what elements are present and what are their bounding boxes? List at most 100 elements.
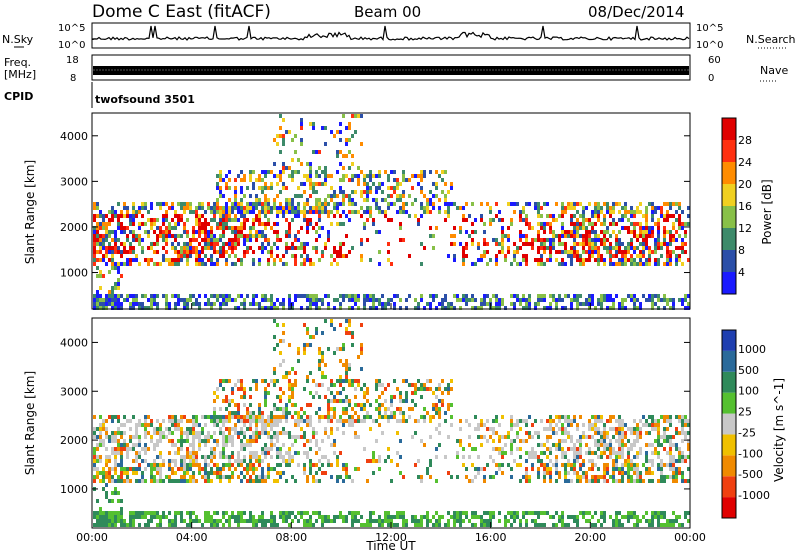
heatmap-cell — [522, 475, 525, 479]
heatmap-cell — [246, 411, 249, 415]
heatmap-cell — [669, 230, 672, 234]
heatmap-cell — [108, 479, 111, 483]
heatmap-cell — [282, 431, 285, 435]
heatmap-cell — [195, 435, 198, 439]
heatmap-cell — [411, 383, 414, 387]
heatmap-cell — [213, 423, 216, 427]
heatmap-cell — [570, 262, 573, 266]
heatmap-cell — [114, 210, 117, 214]
heatmap-cell — [303, 202, 306, 206]
heatmap-cell — [180, 258, 183, 262]
heatmap-cell — [318, 459, 321, 463]
heatmap-cell — [375, 519, 378, 523]
heatmap-cell — [285, 166, 288, 170]
heatmap-cell — [237, 407, 240, 411]
heatmap-cell — [327, 459, 330, 463]
heatmap-cell — [447, 306, 450, 310]
heatmap-cell — [411, 519, 414, 523]
heatmap-cell — [261, 423, 264, 427]
heatmap-cell — [537, 202, 540, 206]
heatmap-cell — [438, 423, 441, 427]
heatmap-cell — [219, 427, 222, 431]
heatmap-cell — [270, 523, 273, 527]
heatmap-cell — [663, 479, 666, 483]
heatmap-cell — [174, 246, 177, 250]
heatmap-cell — [225, 226, 228, 230]
heatmap-cell — [99, 234, 102, 238]
heatmap-cell — [318, 467, 321, 471]
heatmap-cell — [501, 234, 504, 238]
heatmap-cell — [642, 214, 645, 218]
heatmap-cell — [195, 415, 198, 419]
heatmap-cell — [246, 467, 249, 471]
heatmap-cell — [111, 254, 114, 258]
heatmap-cell — [156, 467, 159, 471]
heatmap-cell — [501, 447, 504, 451]
heatmap-cell — [198, 423, 201, 427]
heatmap-cell — [258, 218, 261, 222]
heatmap-cell — [111, 250, 114, 254]
heatmap-cell — [666, 254, 669, 258]
heatmap-cell — [147, 246, 150, 250]
heatmap-cell — [513, 202, 516, 206]
heatmap-cell — [117, 270, 120, 274]
heatmap-cell — [360, 515, 363, 519]
heatmap-cell — [591, 459, 594, 463]
heatmap-cell — [210, 471, 213, 475]
heatmap-cell — [99, 459, 102, 463]
heatmap-cell — [453, 254, 456, 258]
heatmap-cell — [105, 495, 108, 499]
heatmap-cell — [345, 214, 348, 218]
heatmap-cell — [609, 258, 612, 262]
heatmap-cell — [162, 435, 165, 439]
heatmap-cell — [294, 379, 297, 383]
heatmap-cell — [93, 479, 96, 483]
heatmap-cell — [573, 459, 576, 463]
heatmap-cell — [567, 250, 570, 254]
heatmap-cell — [291, 246, 294, 250]
heatmap-cell — [495, 214, 498, 218]
heatmap-cell — [489, 222, 492, 226]
heatmap-cell — [339, 150, 342, 154]
heatmap-cell — [177, 427, 180, 431]
heatmap-cell — [285, 262, 288, 266]
heatmap-cell — [312, 126, 315, 130]
heatmap-cell — [432, 206, 435, 210]
heatmap-cell — [99, 250, 102, 254]
heatmap-cell — [156, 226, 159, 230]
heatmap-cell — [357, 355, 360, 359]
heatmap-cell — [660, 459, 663, 463]
heatmap-cell — [336, 479, 339, 483]
heatmap-cell — [579, 467, 582, 471]
heatmap-cell — [507, 463, 510, 467]
heatmap-cell — [678, 254, 681, 258]
heatmap-cell — [144, 202, 147, 206]
heatmap-cell — [648, 254, 651, 258]
heatmap-cell — [420, 523, 423, 527]
heatmap-cell — [438, 431, 441, 435]
heatmap-cell — [522, 515, 525, 519]
heatmap-cell — [309, 415, 312, 419]
heatmap-cell — [669, 206, 672, 210]
heatmap-cell — [525, 234, 528, 238]
heatmap-cell — [615, 479, 618, 483]
heatmap-cell — [198, 202, 201, 206]
heatmap-cell — [213, 451, 216, 455]
heatmap-cell — [669, 523, 672, 527]
heatmap-cell — [537, 471, 540, 475]
heatmap-cell — [345, 371, 348, 375]
heatmap-cell — [105, 302, 108, 306]
heatmap-cell — [573, 202, 576, 206]
heatmap-cell — [288, 463, 291, 467]
heatmap-cell — [561, 439, 564, 443]
heatmap-cell — [315, 391, 318, 395]
heatmap-cell — [567, 419, 570, 423]
heatmap-cell — [270, 226, 273, 230]
heatmap-cell — [198, 230, 201, 234]
heatmap-cell — [297, 214, 300, 218]
heatmap-cell — [459, 519, 462, 523]
heatmap-cell — [603, 467, 606, 471]
heatmap-cell — [411, 407, 414, 411]
heatmap-cell — [498, 423, 501, 427]
